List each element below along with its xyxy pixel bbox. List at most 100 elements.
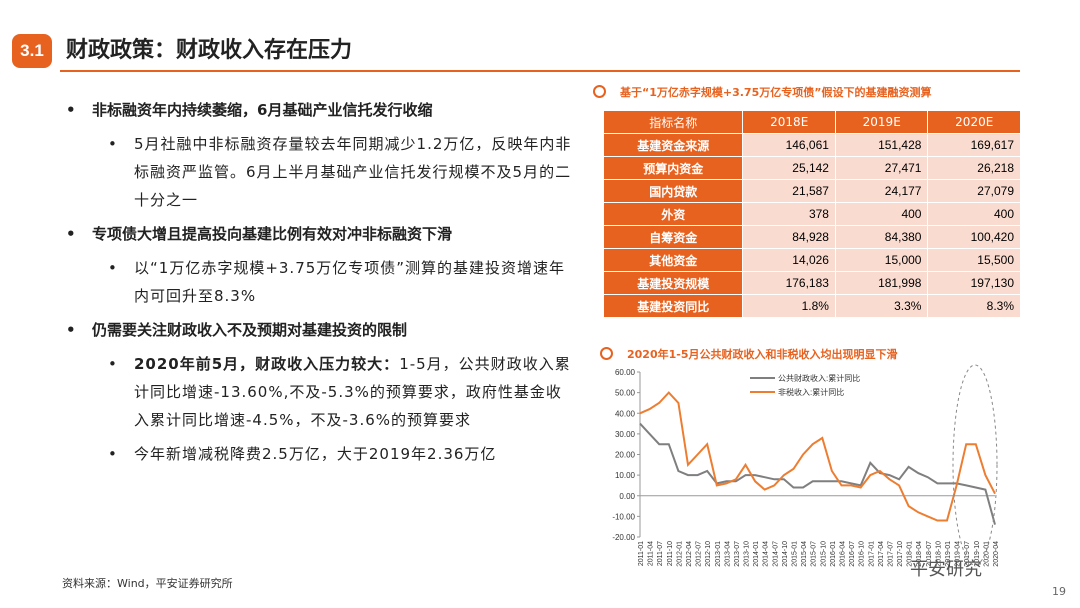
cell: 181,998 [834,271,929,295]
bullet: 非标融资年内持续萎缩，6月基础产业信托发行收缩 [62,96,572,124]
row: 外资 378 400 400 [602,202,1021,226]
x-tick-label: 2019-01 [945,541,952,567]
sub-bullet: 今年新增减税降费2.5万亿，大于2019年2.36万亿 [62,440,572,468]
cell: 84,380 [834,225,929,249]
y-tick-label: 60.00 [615,368,636,377]
x-tick-label: 2015-07 [811,541,818,567]
table-title-row: 基于“1万亿赤字规模+3.75万亿专项债”假设下的基建融资测算 [593,84,931,100]
cell: 400 [834,202,929,226]
y-tick-label: 20.00 [615,451,636,460]
x-tick-label: 2012-04 [686,541,693,567]
cell: 自筹资金 [602,225,744,249]
bullet: 仍需要关注财政收入不及预期对基建投资的限制 [62,316,572,344]
bullet-list: 非标融资年内持续萎缩，6月基础产业信托发行收缩 5月社融中非标融资存量较去年同期减… [62,96,572,474]
watermark: 平安研究 [910,559,982,580]
line-series [639,422,996,525]
cell: 预算内资金 [602,156,744,180]
x-tick-label: 2016-04 [839,541,846,567]
x-tick-label: 2015-04 [801,541,808,567]
x-tick-label: 2017-04 [878,541,885,567]
cell: 外资 [602,202,744,226]
cell: 100,420 [927,225,1021,249]
x-tick-label: 2012-01 [676,541,683,567]
x-tick-label: 2017-07 [887,541,894,567]
x-tick-label: 2020-04 [993,541,1000,567]
y-tick-label: 10.00 [615,471,636,480]
x-tick-label: 2011-10 [667,541,674,566]
divider [60,70,1020,72]
x-tick-label: 2017-01 [868,541,875,567]
cell: 1.8% [742,294,836,318]
header-cell: 2019E [834,110,929,134]
x-tick-label: 2012-10 [705,541,712,567]
cell: 197,130 [927,271,1021,295]
x-tick-label: 2013-04 [724,541,731,567]
bullet: 专项债大增且提高投向基建比例有效对冲非标融资下滑 [62,220,572,248]
cell: 21,587 [742,179,836,203]
x-tick-label: 2018-07 [926,541,933,567]
cell: 146,061 [742,133,836,157]
header-cell: 2018E [742,110,836,134]
cell: 26,218 [927,156,1021,180]
cell: 27,079 [927,179,1021,203]
chart-title-row: 2020年1-5月公共财政收入和非税收入均出现明显下滑 [600,346,898,362]
cell: 25,142 [742,156,836,180]
x-tick-label: 2015-01 [792,541,799,567]
section-badge: 3.1 [12,34,52,68]
row: 预算内资金 25,142 27,471 26,218 [602,156,1021,180]
header-cell: 指标名称 [602,110,744,134]
cell: 国内贷款 [602,179,744,203]
slide-title: 财政政策：财政收入存在压力 [66,38,353,63]
source: 资料来源：Wind，平安证券研究所 [62,577,233,590]
cell: 3.3% [834,294,929,318]
cell: 基建投资同比 [602,294,744,318]
highlight [952,364,998,566]
x-tick-label: 2016-07 [849,541,856,567]
y-tick-label: 30.00 [615,430,636,439]
cell: 84,928 [742,225,836,249]
cell: 其他资金 [602,248,744,272]
row: 基建投资规模 176,183 181,998 197,130 [602,271,1021,295]
cell: 176,183 [742,271,836,295]
x-tick-label: 2019-10 [974,541,981,567]
header-cell: 2020E [927,110,1021,134]
cell: 378 [742,202,836,226]
x-tick-label: 2013-01 [715,541,722,567]
row: 基建资金来源 146,061 151,428 169,617 [602,133,1021,157]
sub-bullet-text: 1-5月，公共财政收入累计同比增速-13.60%,不及-5.3%的预算要求，政府… [134,355,571,429]
cell: 15,500 [927,248,1021,272]
sub-bullet-bold: 2020年前5月，财政收入压力较大： [134,355,400,373]
cell: 基建投资规模 [602,271,744,295]
cell: 14,026 [742,248,836,272]
cell: 24,177 [834,179,929,203]
x-tick-label: 2014-01 [753,541,760,567]
x-tick-label: 2018-10 [935,541,942,567]
x-tick-label: 2018-01 [907,541,914,567]
x-tick-label: 2015-10 [820,541,827,567]
sub-bullet-text: 今年新增减税降费2.5万亿，大于2019年2.36万亿 [134,445,497,463]
sub-bullet: 2020年前5月，财政收入压力较大：1-5月，公共财政收入累计同比增速-13.6… [62,350,572,434]
cell: 基建资金来源 [602,133,744,157]
legend-label: 非税收入:累计同比 [778,387,844,397]
sub-bullet-text: 以“1万亿赤字规模+3.75万亿专项债”测算的基建投资增速年内可回升至8.3% [134,259,566,305]
table-title: 基于“1万亿赤字规模+3.75万亿专项债”假设下的基建融资测算 [620,86,932,99]
x-tick-label: 2011-04 [648,541,655,566]
chart: -20.00 -10.00 0.00 10.00 20.00 30.00 40.00 50.0… [612,364,1000,567]
cell: 400 [927,202,1021,226]
x-tick-label: 2019-04 [955,541,962,567]
table: 指标名称 2018E 2019E 2020E 基建资金来源 146,061 151,428 1… [602,110,1021,318]
sub-bullet-text: 5月社融中非标融资存量较去年同期减少1.2万亿，反映年内非标融资严监管。6月上半… [134,135,572,209]
sub-bullet: 5月社融中非标融资存量较去年同期减少1.2万亿，反映年内非标融资严监管。6月上半… [62,130,572,214]
sub-bullet: 以“1万亿赤字规模+3.75万亿专项债”测算的基建投资增速年内可回升至8.3% [62,254,572,310]
line-series [639,391,996,522]
x-tick-label: 2014-04 [763,541,770,567]
x-tick-label: 2014-10 [782,541,789,567]
cell: 169,617 [927,133,1021,157]
cell: 151,428 [834,133,929,157]
y-tick-label: -20.00 [612,533,635,542]
x-tick-label: 2012-07 [696,541,703,567]
row: 其他资金 14,026 15,000 15,500 [602,248,1021,272]
x-tick-label: 2013-07 [734,541,741,567]
x-tick-label: 2016-01 [830,541,837,567]
cell: 8.3% [927,294,1021,318]
